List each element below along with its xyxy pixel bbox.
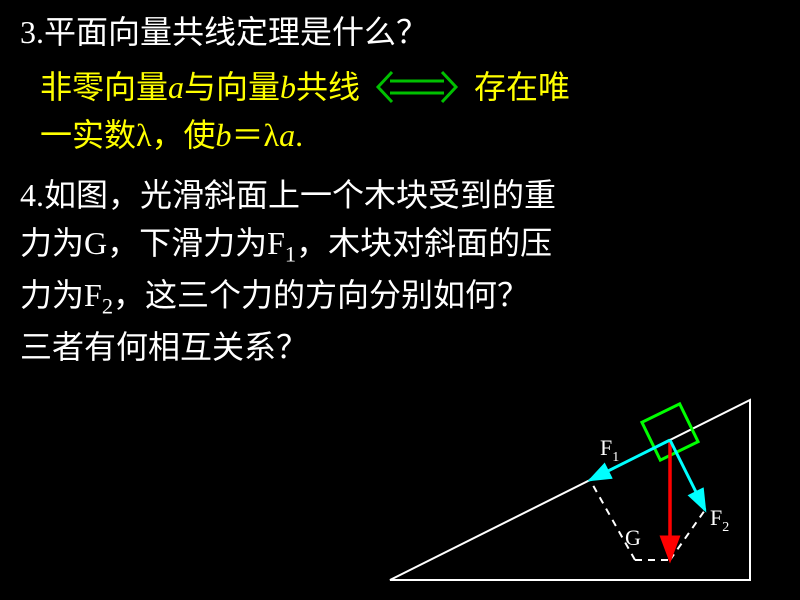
theorem-l2-eq: ＝λ — [232, 117, 280, 153]
question-3-title: 3.平面向量共线定理是什么？ — [20, 10, 780, 55]
q4-l2-p2: ，木块对斜面的压 — [296, 225, 552, 261]
question-4-text: 4.如图，光滑斜面上一个木块受到的重 力为G，下滑力为F1，木块对斜面的压 力为… — [20, 171, 780, 371]
dash-to-f2 — [670, 510, 705, 560]
incline-diagram: F1 F2 G — [380, 360, 760, 590]
var-a-2: a — [279, 117, 295, 153]
q4-line1: 4.如图，光滑斜面上一个木块受到的重 — [20, 171, 780, 219]
q4-l3-p1: 力为F — [20, 277, 102, 313]
var-a: a — [168, 63, 184, 111]
q4-l2-p1: 力为G，下滑力为F — [20, 225, 285, 261]
var-b: b — [280, 63, 296, 111]
q4-l3-sub1: 2 — [102, 293, 113, 318]
theorem-l1-p2: 与向量 — [184, 63, 280, 111]
label-f1: F1 — [600, 435, 619, 465]
vector-f2 — [670, 440, 705, 510]
biimplication-arrow — [372, 69, 462, 105]
q4-l2-sub1: 1 — [285, 241, 296, 266]
label-g: G — [625, 525, 641, 550]
theorem-l2-p1: 一实数λ，使 — [40, 117, 216, 153]
theorem-l2-end: . — [295, 117, 303, 153]
theorem-l1-p4: 存在唯 — [474, 63, 570, 111]
theorem-l1-p1: 非零向量 — [40, 63, 168, 111]
label-f2: F2 — [710, 505, 729, 535]
theorem-l1-p3: 共线 — [296, 63, 360, 111]
q4-l3-p2: ，这三个力的方向分别如何？ — [113, 277, 529, 313]
theorem-text: 非零向量a与向量b共线 存在唯 一实数λ，使b＝λa. — [40, 63, 780, 159]
var-b-2: b — [216, 117, 232, 153]
